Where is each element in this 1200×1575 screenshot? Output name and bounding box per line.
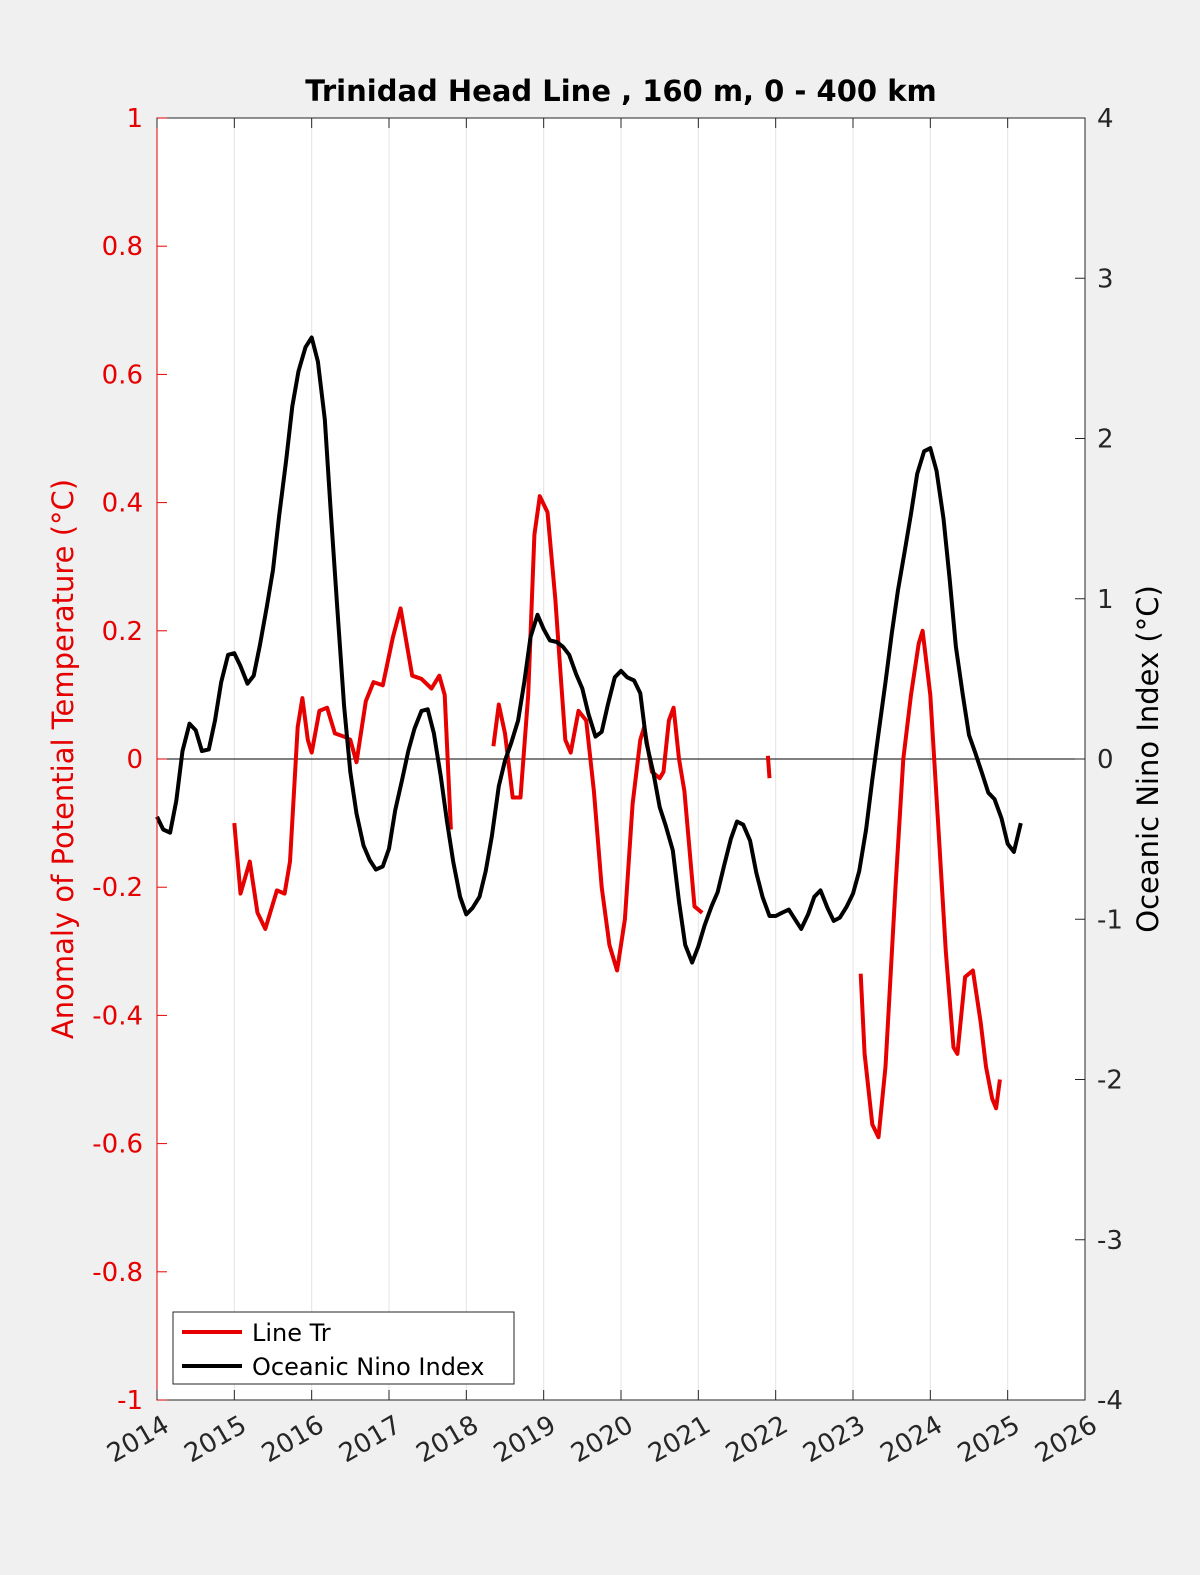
left-axis-label: Anomaly of Potential Temperature (°C) (46, 479, 80, 1039)
x-tick-label: 2021 (644, 1410, 716, 1469)
right-axis-label: Oceanic Nino Index (°C) (1131, 585, 1165, 933)
left-tick-label: -0.8 (92, 1258, 143, 1288)
left-axis: 1 0.8 0.6 0.4 0.2 0 -0.2 -0.4 -0.6 -0.8 -1 (92, 104, 167, 1416)
left-tick-label: 0.8 (102, 232, 143, 262)
chart-title: Trinidad Head Line , 160 m, 0 - 400 km (305, 74, 936, 108)
right-tick-label: 2 (1097, 425, 1114, 455)
right-axis: 4 3 2 1 0 -1 -2 -3 -4 (1075, 104, 1123, 1416)
left-tick-label: -0.4 (92, 1001, 143, 1031)
x-tick-label: 2019 (489, 1410, 561, 1469)
x-tick-label: 2016 (257, 1410, 329, 1469)
left-tick-label: 0.4 (102, 489, 143, 519)
right-tick-label: 1 (1097, 585, 1114, 615)
series-line-tr-segment (765, 755, 772, 779)
series-oni-segment (155, 335, 1023, 965)
legend: Line Tr Oceanic Nino Index (172, 1311, 515, 1385)
right-tick-label: -3 (1097, 1226, 1123, 1256)
left-tick-label: 0 (126, 745, 143, 775)
left-tick-label: -0.2 (92, 873, 143, 903)
x-tick-label: 2025 (953, 1410, 1025, 1469)
x-tick-label: 2023 (798, 1410, 870, 1469)
x-tick-label: 2026 (1030, 1410, 1102, 1469)
left-tick-label: -1 (117, 1386, 143, 1416)
right-tick-label: 3 (1097, 264, 1114, 294)
series-line-tr-segment (858, 628, 1002, 1140)
left-tick-label: 1 (126, 104, 143, 134)
series-line-tr-segment (491, 494, 704, 973)
legend-label-oni: Oceanic Nino Index (252, 1353, 484, 1381)
left-tick-label: 0.6 (102, 360, 143, 390)
right-tick-label: 0 (1097, 745, 1114, 775)
right-tick-label: -4 (1097, 1386, 1123, 1416)
series-layer (155, 335, 1023, 1140)
right-tick-label: -1 (1097, 905, 1123, 935)
x-tick-label: 2015 (180, 1410, 252, 1469)
x-tick-label: 2017 (334, 1410, 406, 1469)
x-tick-label: 2020 (566, 1410, 638, 1469)
x-tick-label: 2018 (412, 1410, 484, 1469)
x-tick-label: 2014 (102, 1410, 174, 1469)
left-tick-label: -0.6 (92, 1130, 143, 1160)
right-tick-label: 4 (1097, 104, 1114, 134)
legend-box (172, 1311, 515, 1385)
left-tick-label: 0.2 (102, 617, 143, 647)
x-tick-label: 2022 (721, 1410, 793, 1469)
right-tick-label: -2 (1097, 1066, 1123, 1096)
x-tick-label: 2024 (876, 1410, 948, 1469)
legend-label-line-tr: Line Tr (252, 1319, 331, 1347)
series-line-tr-segment (232, 606, 453, 931)
